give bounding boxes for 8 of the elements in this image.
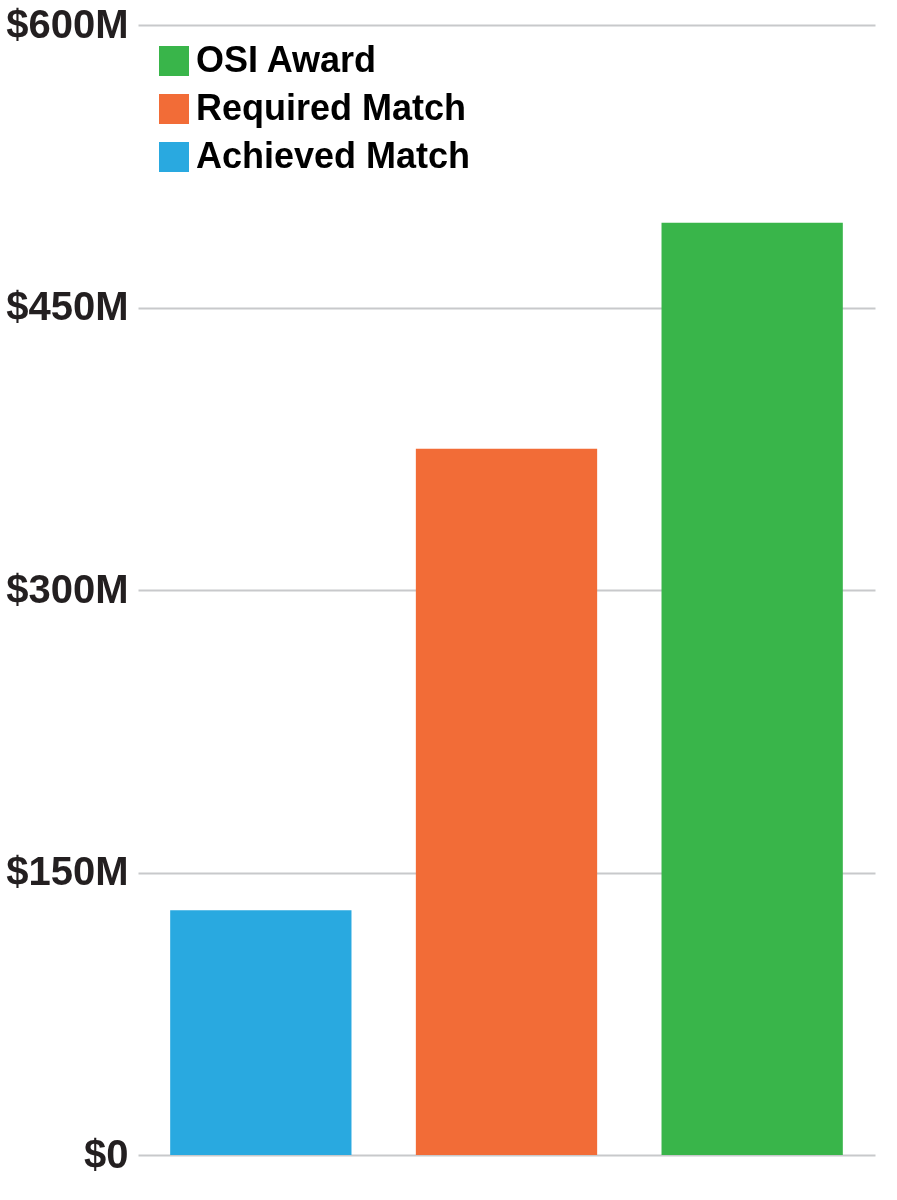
legend-label: Achieved Match [196, 135, 471, 176]
y-tick-label: $300M [6, 566, 129, 611]
legend-label: OSI Award [196, 39, 377, 80]
y-tick-label: $0 [84, 1131, 129, 1176]
y-tick-label: $150M [6, 849, 129, 893]
y-tick-label: $600M [6, 1, 129, 46]
legend-label: Required Match [196, 87, 467, 128]
y-tick-label: $450M [6, 284, 129, 328]
